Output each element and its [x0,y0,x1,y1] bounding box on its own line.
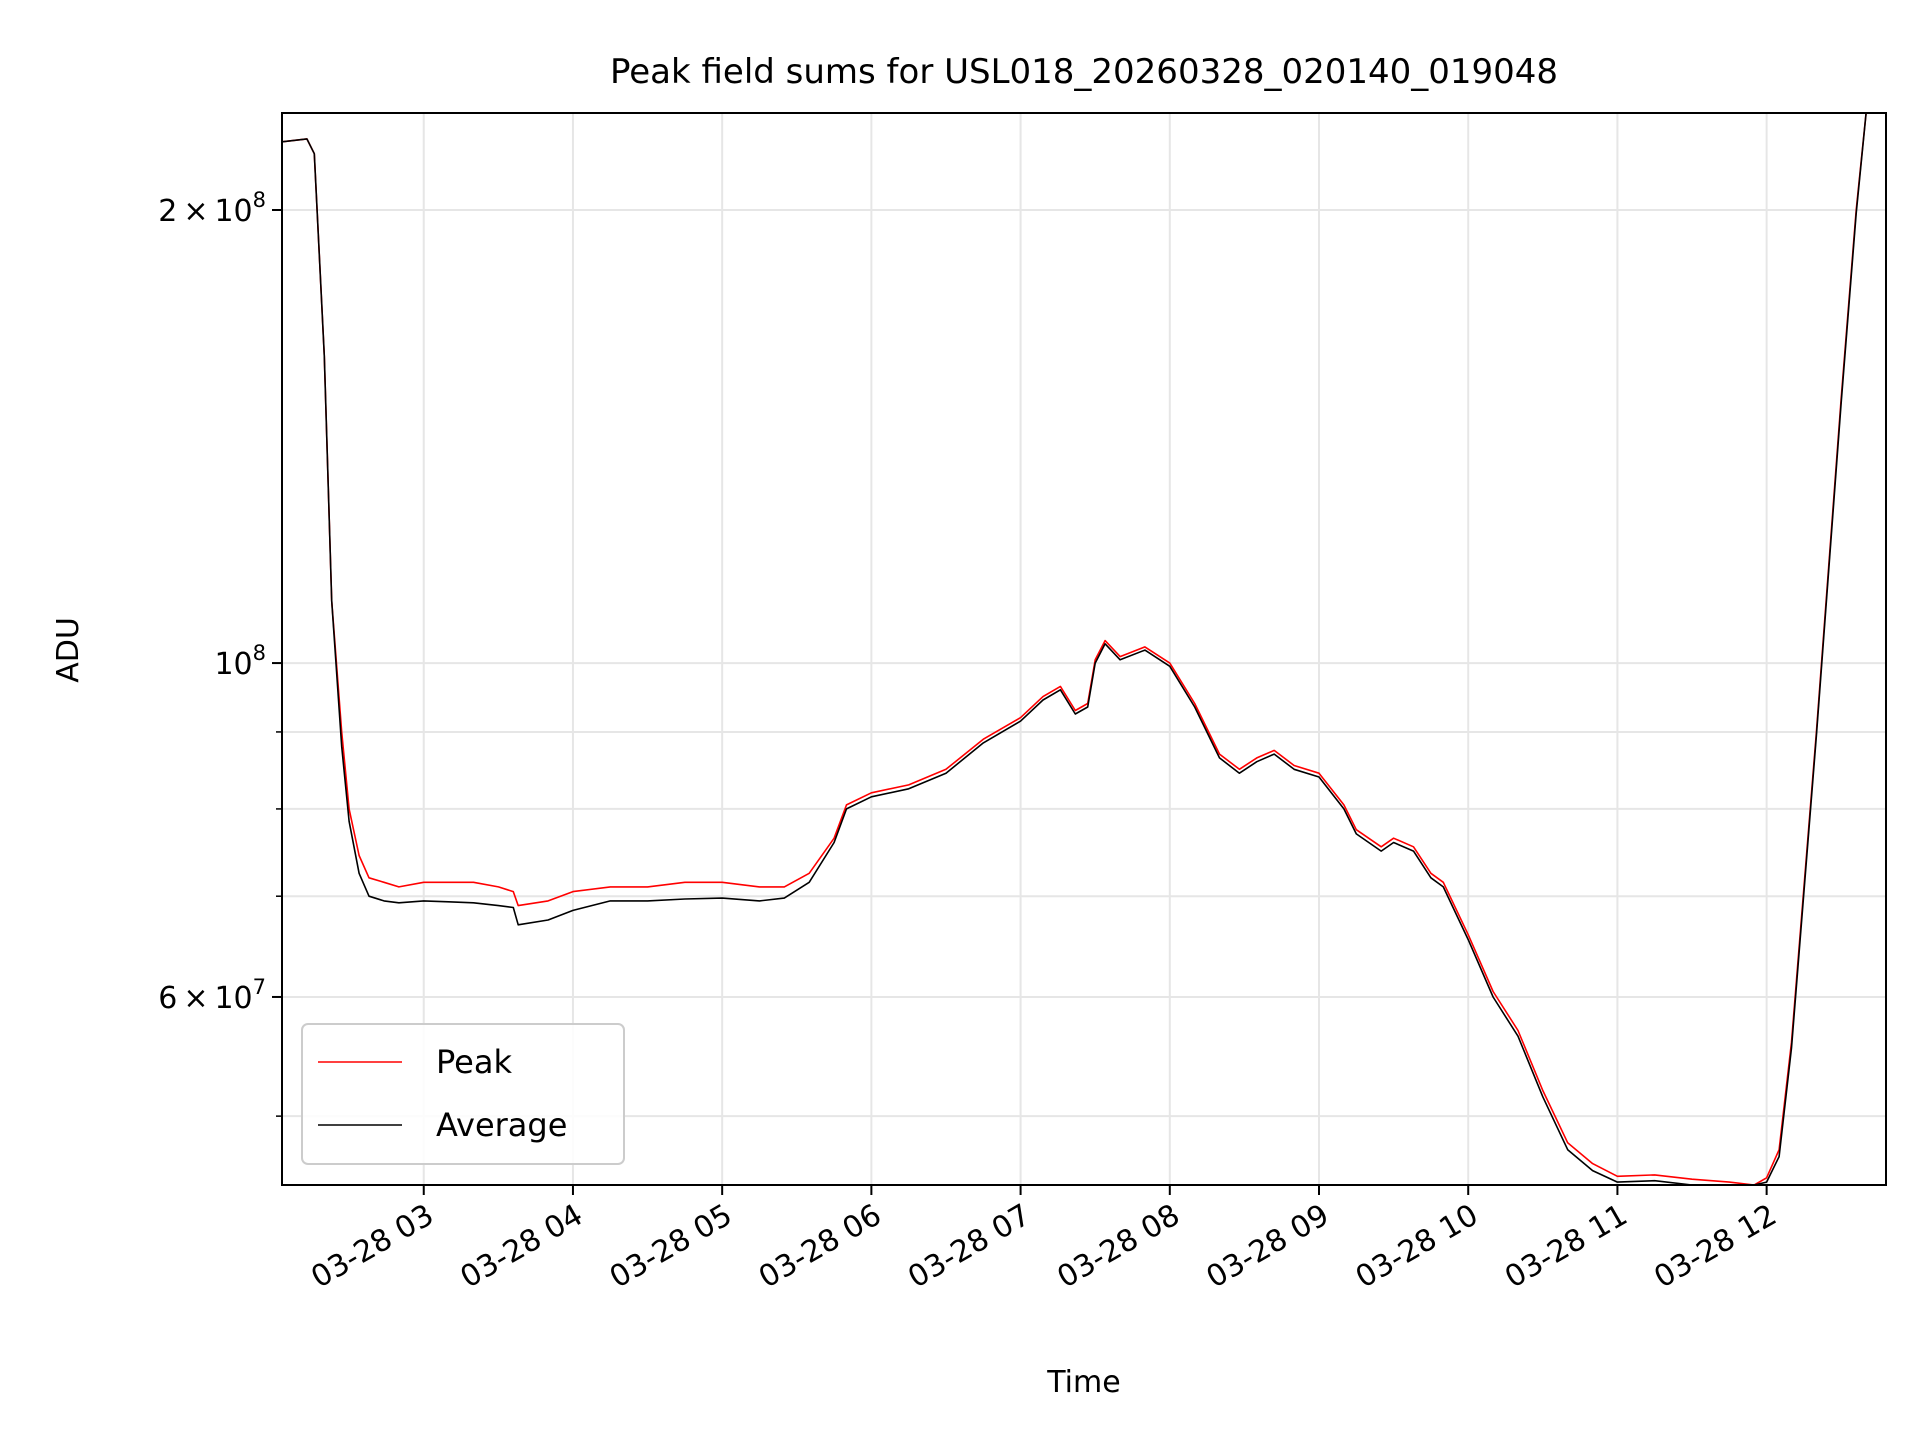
plot-area-frame [281,112,1887,1186]
legend-label-peak: Peak [436,1043,512,1081]
series-line-average [281,112,1867,1186]
x-axis-label: Time [1046,1365,1120,1400]
series-layer [281,112,1867,1186]
y-tick-label: 6 × 107 [158,975,266,1016]
y-axis-label: ADU [51,617,86,683]
legend: Peak Average [301,1023,625,1165]
y-tick-label: 108 [214,641,266,682]
legend-label-average: Average [436,1106,567,1144]
legend-box [301,1023,625,1165]
y-axis: 6 × 107 108 2 × 108 [158,188,282,1117]
chart-title: Peak field sums for USL018_20260328_0201… [610,52,1558,92]
y-tick-label: 2 × 108 [158,188,266,229]
